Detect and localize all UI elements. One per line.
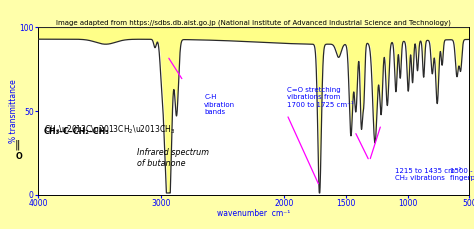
X-axis label: wavenumber  cm⁻¹: wavenumber cm⁻¹ [217, 209, 290, 218]
Text: O: O [16, 152, 22, 161]
Text: CH$_3$\u2013C\u2013CH$_2$\u2013CH$_3$: CH$_3$\u2013C\u2013CH$_2$\u2013CH$_3$ [44, 124, 175, 136]
Text: 1215 to 1435 cm⁻¹
CH₂ vibrations: 1215 to 1435 cm⁻¹ CH₂ vibrations [395, 168, 461, 181]
Text: Image adapted from https://sdbs.db.aist.go.jp (National Institute of Advanced In: Image adapted from https://sdbs.db.aist.… [56, 19, 451, 26]
Text: C=O stretching
vibrations from
1700 to 1725 cm⁻¹: C=O stretching vibrations from 1700 to 1… [287, 87, 354, 108]
Y-axis label: % transmittance: % transmittance [9, 79, 18, 143]
Text: CH₃–C–CH₂–CH₃: CH₃–C–CH₂–CH₃ [44, 127, 110, 136]
Text: C-H
vibration
bands: C-H vibration bands [204, 94, 236, 115]
Text: ‖: ‖ [15, 139, 21, 150]
Text: Infrared spectrum
of butanone: Infrared spectrum of butanone [137, 148, 209, 168]
Text: 1500 - 400 cm⁻¹
fingerprint region: 1500 - 400 cm⁻¹ fingerprint region [449, 168, 474, 181]
